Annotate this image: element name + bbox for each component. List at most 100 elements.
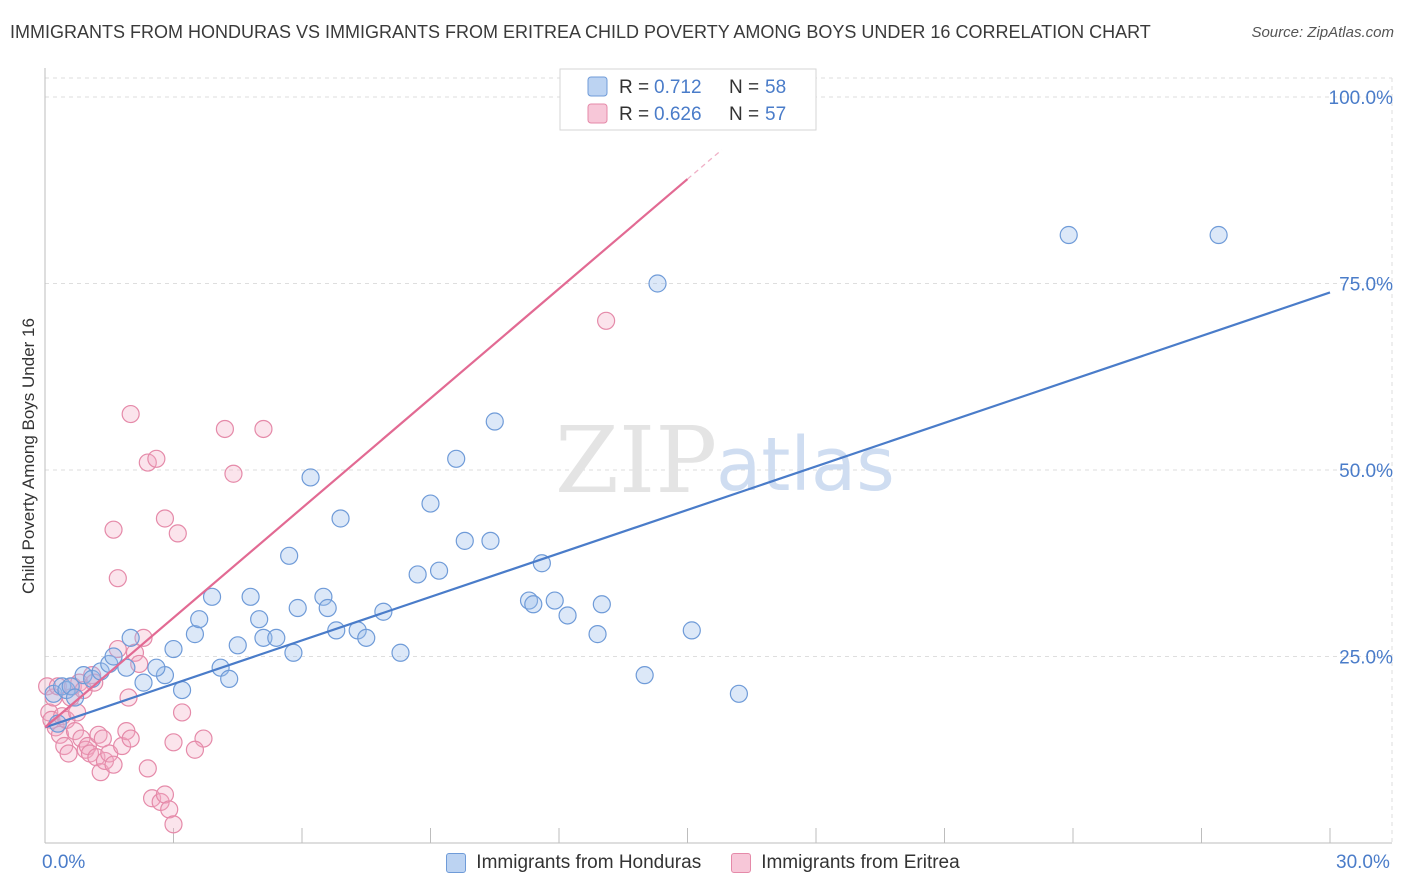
- honduras-point: [421, 494, 440, 513]
- legend-n-label-eritrea: N =: [729, 104, 759, 125]
- eritrea-point: [134, 628, 153, 647]
- honduras-point: [391, 643, 410, 662]
- x-tick-label-max: 30.0%: [1336, 852, 1390, 873]
- legend-n-label-honduras: N =: [729, 77, 759, 98]
- y-tick-labels: 25.0% 50.0% 75.0% 100.0%: [1329, 88, 1394, 669]
- honduras-point: [481, 531, 500, 550]
- eritrea-trend-extension: [687, 149, 723, 180]
- honduras-point: [288, 598, 307, 618]
- legend-r-value-honduras: 0.712: [654, 77, 702, 98]
- watermark-zip: ZIP: [555, 407, 717, 514]
- honduras-point: [164, 639, 183, 659]
- eritrea-point: [164, 815, 183, 834]
- honduras-point: [729, 684, 749, 703]
- honduras-point: [331, 509, 350, 528]
- eritrea-legend-label: Immigrants from Eritrea: [761, 852, 960, 873]
- honduras-point: [61, 677, 80, 696]
- eritrea-point: [147, 449, 166, 468]
- watermark: ZIP atlas: [555, 407, 895, 514]
- honduras-point: [1209, 225, 1228, 245]
- honduras-point: [588, 625, 607, 644]
- eritrea-point: [108, 569, 127, 588]
- eritrea-point: [172, 703, 192, 722]
- eritrea-point: [104, 755, 123, 774]
- honduras-point: [147, 658, 166, 677]
- honduras-point: [408, 565, 427, 584]
- honduras-points: [44, 225, 1228, 733]
- honduras-swatch: [446, 853, 467, 873]
- y-tick-label: 50.0%: [1339, 461, 1393, 482]
- legend-n-value-honduras: 58: [765, 77, 786, 98]
- honduras-point: [314, 587, 333, 606]
- watermark-atlas: atlas: [716, 422, 895, 508]
- honduras-point: [1059, 225, 1078, 245]
- eritrea-trend-line: [44, 178, 689, 729]
- honduras-point: [267, 628, 286, 647]
- source-label: Source: ZipAtlas.com: [1251, 24, 1394, 41]
- legend-r-value-eritrea: 0.626: [654, 104, 702, 125]
- honduras-point: [185, 625, 205, 644]
- honduras-point: [648, 274, 667, 293]
- honduras-point: [592, 595, 611, 614]
- eritrea-point: [121, 404, 140, 424]
- honduras-point: [121, 628, 140, 647]
- chart-title: IMMIGRANTS FROM HONDURAS VS IMMIGRANTS F…: [10, 22, 1151, 42]
- eritrea-point: [164, 733, 183, 752]
- eritrea-point: [254, 419, 273, 439]
- honduras-trend-line: [44, 291, 1331, 729]
- honduras-point: [250, 610, 269, 629]
- honduras-point: [284, 643, 303, 662]
- legend-swatch-eritrea: [587, 103, 608, 124]
- honduras-point: [485, 412, 504, 431]
- honduras-point: [545, 591, 564, 610]
- honduras-point: [327, 621, 346, 640]
- eritrea-point: [185, 740, 205, 759]
- honduras-point: [241, 587, 260, 606]
- trend-lines: [44, 149, 1331, 729]
- y-tick-label: 25.0%: [1339, 648, 1393, 669]
- y-tick-label: 75.0%: [1339, 275, 1393, 296]
- honduras-point: [220, 669, 239, 688]
- y-axis-label: Child Poverty Among Boys Under 16: [19, 318, 38, 594]
- eritrea-point: [125, 643, 145, 662]
- eritrea-point: [155, 785, 175, 804]
- eritrea-point: [121, 729, 140, 748]
- honduras-point: [429, 561, 449, 580]
- eritrea-points: [38, 311, 616, 834]
- honduras-point: [202, 587, 222, 606]
- legend-r-label-eritrea: R =: [619, 104, 649, 125]
- eritrea-swatch: [731, 853, 752, 873]
- y-tick-label: 100.0%: [1329, 88, 1394, 109]
- honduras-point: [455, 531, 474, 550]
- honduras-point: [301, 468, 320, 487]
- honduras-point: [524, 595, 543, 614]
- honduras-point: [635, 666, 654, 685]
- eritrea-point: [138, 759, 157, 778]
- eritrea-point: [68, 703, 87, 722]
- series-legend-honduras[interactable]: Immigrants from Honduras: [446, 852, 701, 874]
- honduras-point: [254, 628, 273, 647]
- honduras-point: [682, 621, 701, 640]
- x-tick-label-min: 0.0%: [42, 852, 86, 873]
- eritrea-point: [38, 677, 57, 696]
- eritrea-point: [104, 520, 123, 539]
- legend-r-label-honduras: R =: [619, 77, 649, 98]
- honduras-point: [65, 688, 85, 707]
- honduras-point: [134, 673, 153, 692]
- honduras-point: [228, 636, 247, 655]
- honduras-point: [280, 546, 299, 565]
- series-legend-eritrea[interactable]: Immigrants from Eritrea: [731, 852, 960, 874]
- series-legend: Immigrants from Honduras Immigrants from…: [0, 852, 1406, 874]
- honduras-point: [447, 449, 466, 468]
- eritrea-point: [597, 311, 616, 330]
- honduras-legend-label: Immigrants from Honduras: [476, 852, 702, 873]
- eritrea-point: [119, 688, 138, 707]
- eritrea-point: [155, 509, 175, 528]
- eritrea-point: [224, 464, 243, 483]
- legend-n-value-eritrea: 57: [765, 104, 786, 125]
- eritrea-point: [65, 721, 85, 741]
- eritrea-point: [72, 729, 91, 748]
- honduras-point: [558, 606, 577, 625]
- eritrea-point: [168, 524, 187, 543]
